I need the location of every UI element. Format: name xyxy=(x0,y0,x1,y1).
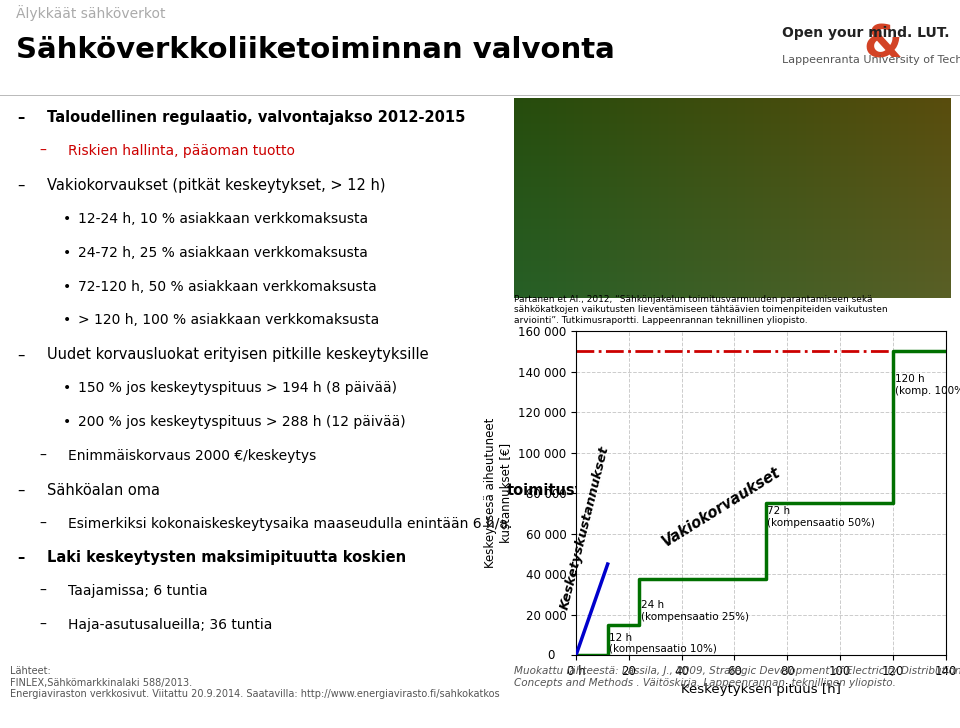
Text: toimitusvarmuuskriteeristö: toimitusvarmuuskriteeristö xyxy=(507,483,734,498)
Text: Älykkäät sähköverkot: Älykkäät sähköverkot xyxy=(16,4,166,20)
Text: 150 % jos keskeytyspituus > 194 h (8 päivää): 150 % jos keskeytyspituus > 194 h (8 päi… xyxy=(78,381,396,395)
Text: Enimmäiskorvaus 2000 €/keskeytys: Enimmäiskorvaus 2000 €/keskeytys xyxy=(67,449,316,463)
Text: 200 % jos keskeytyspituus > 288 h (12 päivää): 200 % jos keskeytyspituus > 288 h (12 pä… xyxy=(78,415,405,429)
Text: > 120 h, 100 % asiakkaan verkkomaksusta: > 120 h, 100 % asiakkaan verkkomaksusta xyxy=(78,314,379,328)
Text: 72 h
(kompensaatio 50%): 72 h (kompensaatio 50%) xyxy=(767,506,876,528)
Text: –: – xyxy=(17,111,24,125)
Text: Uudet korvausluokat erityisen pitkille keskeytyksille: Uudet korvausluokat erityisen pitkille k… xyxy=(47,347,429,363)
Text: 12 h
(kompensaatio 10%): 12 h (kompensaatio 10%) xyxy=(609,633,717,654)
Text: Haja-asutusalueilla; 36 tuntia: Haja-asutusalueilla; 36 tuntia xyxy=(67,618,272,632)
Text: Esimerkiksi kokonaiskeskeytysaika maaseudulla enintään 6 h/a.: Esimerkiksi kokonaiskeskeytysaika maaseu… xyxy=(67,517,512,531)
Text: –: – xyxy=(39,618,47,632)
Text: –: – xyxy=(39,517,47,531)
Text: Riskien hallinta, pääoman tuotto: Riskien hallinta, pääoman tuotto xyxy=(67,144,295,158)
Text: Partanen et Al., 2012, “Sähkönjakelun toimitusvarmuuden parantamiseen sekä
sähkö: Partanen et Al., 2012, “Sähkönjakelun to… xyxy=(514,295,887,325)
Text: 12-24 h, 10 % asiakkaan verkkomaksusta: 12-24 h, 10 % asiakkaan verkkomaksusta xyxy=(78,212,368,226)
Text: 0: 0 xyxy=(547,649,555,662)
Text: –: – xyxy=(39,449,47,463)
Text: •: • xyxy=(62,212,71,226)
Text: •: • xyxy=(62,314,71,328)
Text: –: – xyxy=(39,585,47,598)
Text: Kesketyskustannukset: Kesketyskustannukset xyxy=(559,444,612,611)
Text: –: – xyxy=(17,483,25,498)
Text: Muokattu lähteestä: Lassila, J., 2009, Strategic Development of Electricity Dist: Muokattu lähteestä: Lassila, J., 2009, S… xyxy=(514,666,960,688)
Text: Sähköalan oma: Sähköalan oma xyxy=(47,483,165,498)
Text: Taajamissa; 6 tuntia: Taajamissa; 6 tuntia xyxy=(67,585,207,598)
Text: •: • xyxy=(62,246,71,260)
Text: Lappeenranta University of Technology: Lappeenranta University of Technology xyxy=(781,55,960,65)
Text: –: – xyxy=(17,347,25,363)
Text: Laki keskeytysten maksimipituutta koskien: Laki keskeytysten maksimipituutta koskie… xyxy=(47,550,406,566)
Text: 24 h
(kompensaatio 25%): 24 h (kompensaatio 25%) xyxy=(640,600,749,622)
Text: 72-120 h, 50 % asiakkaan verkkomaksusta: 72-120 h, 50 % asiakkaan verkkomaksusta xyxy=(78,280,376,293)
Text: –: – xyxy=(17,550,24,566)
Y-axis label: Keskeyksesä aiheutuneet
kustannukset [€]: Keskeyksesä aiheutuneet kustannukset [€] xyxy=(485,418,513,569)
Text: •: • xyxy=(62,280,71,293)
Text: Sähköverkkoliiketoiminnan valvonta: Sähköverkkoliiketoiminnan valvonta xyxy=(16,36,615,64)
Text: &: & xyxy=(864,23,902,67)
Text: Taloudellinen regulaatio, valvontajakso 2012-2015: Taloudellinen regulaatio, valvontajakso … xyxy=(47,111,466,125)
X-axis label: Keskeytyksen pituus [h]: Keskeytyksen pituus [h] xyxy=(681,684,841,697)
Text: •: • xyxy=(62,381,71,395)
Text: Vakiokorvaukset: Vakiokorvaukset xyxy=(660,465,783,550)
Text: •: • xyxy=(62,415,71,429)
Text: Open your mind. LUT.: Open your mind. LUT. xyxy=(781,26,949,41)
Text: Vakiokorvaukset (pitkät keskeytykset, > 12 h): Vakiokorvaukset (pitkät keskeytykset, > … xyxy=(47,178,386,193)
Text: 120 h
(komp. 100%): 120 h (komp. 100%) xyxy=(896,374,960,396)
Text: Lähteet:
FINLEX,Sähkömarkkinalaki 588/2013.
Energiaviraston verkkosivut. Viitatt: Lähteet: FINLEX,Sähkömarkkinalaki 588/20… xyxy=(10,666,499,700)
Text: –: – xyxy=(17,178,25,193)
Text: –: – xyxy=(39,144,47,158)
Text: 24-72 h, 25 % asiakkaan verkkomaksusta: 24-72 h, 25 % asiakkaan verkkomaksusta xyxy=(78,246,368,260)
